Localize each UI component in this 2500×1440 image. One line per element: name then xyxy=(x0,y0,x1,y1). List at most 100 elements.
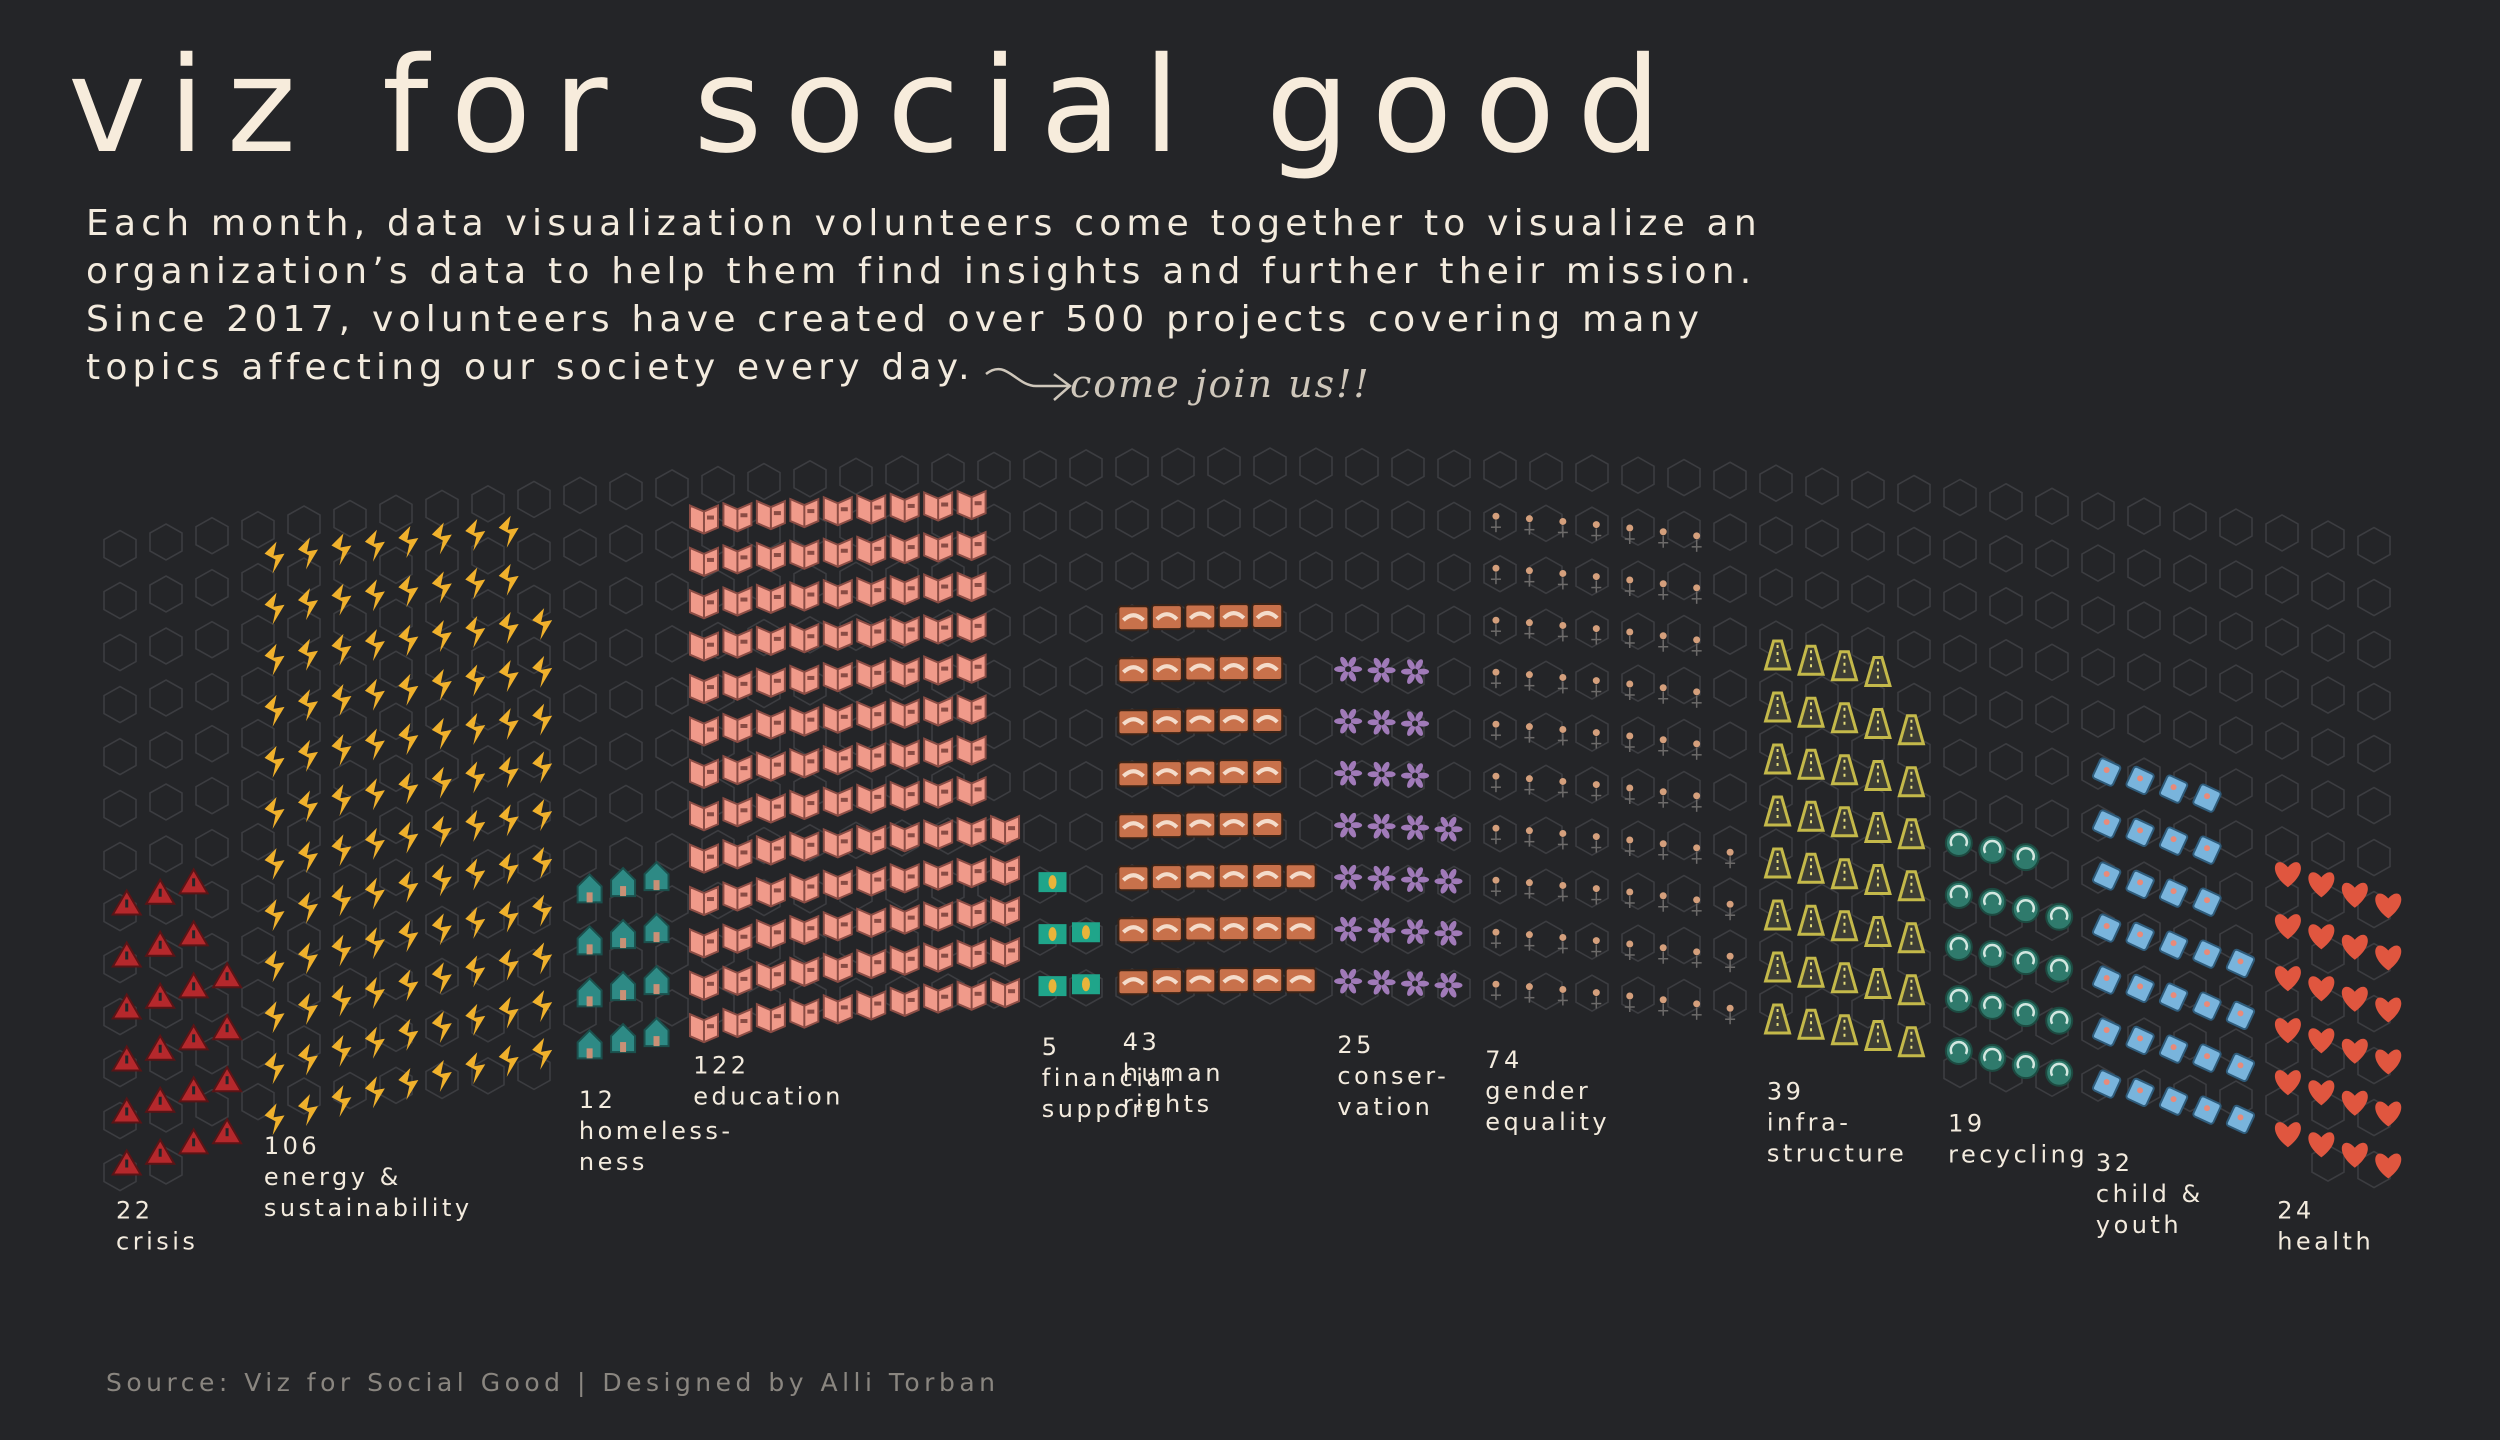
book-icon-mark xyxy=(789,747,820,779)
road-icon-mark xyxy=(1897,818,1926,850)
book-icon-mark xyxy=(789,914,820,946)
book-icon-mark xyxy=(856,535,887,566)
road-icon-mark xyxy=(1897,870,1926,902)
gender-symbol-icon-mark xyxy=(1490,928,1501,949)
lightning-bolt-icon-mark xyxy=(431,1060,452,1093)
child-icon-mark xyxy=(2125,973,2155,1004)
topic-name-label: structure xyxy=(1767,1140,1907,1168)
lightning-bolt-icon-mark xyxy=(532,990,553,1023)
lightning-bolt-icon-mark xyxy=(264,848,285,881)
house-icon-mark xyxy=(610,970,637,1002)
lightning-bolt-icon-mark xyxy=(498,563,519,596)
lightning-bolt-icon-mark xyxy=(398,772,419,805)
gender-symbol-icon-mark xyxy=(1591,573,1602,593)
lightning-bolt-icon-mark xyxy=(297,689,318,722)
recycle-icon-mark xyxy=(2045,954,2074,983)
house-icon-mark xyxy=(643,1016,670,1048)
gender-symbol-icon-mark xyxy=(1557,985,1568,1006)
gender-symbol-icon-mark xyxy=(1658,580,1669,600)
lightning-bolt-icon-mark xyxy=(532,751,553,784)
book-icon-mark xyxy=(688,588,719,620)
gender-symbol-icon-mark xyxy=(1658,944,1669,964)
book-icon-mark xyxy=(822,952,853,983)
gender-symbol-icon-mark xyxy=(1490,772,1501,793)
lightning-bolt-icon-mark xyxy=(331,734,352,767)
warning-icon-mark xyxy=(110,1096,143,1124)
topic-icon-marks xyxy=(110,489,2402,1179)
heart-icon-mark xyxy=(2375,997,2402,1023)
child-icon-mark xyxy=(2158,826,2189,856)
page-subtitle: Each month, data visualization volunteer… xyxy=(86,203,1762,388)
road-icon-mark xyxy=(1763,847,1792,879)
lightning-bolt-icon-mark xyxy=(532,846,553,879)
gender-symbol-icon-mark xyxy=(1524,671,1535,691)
book-icon-mark xyxy=(889,698,920,729)
topic-name-label: equality xyxy=(1485,1108,1610,1136)
warning-icon-mark xyxy=(177,867,210,895)
curved-arrow-icon xyxy=(985,367,1072,401)
topic-count-label: 106 xyxy=(264,1132,320,1160)
gender-symbol-icon-mark xyxy=(1658,892,1669,912)
book-icon-mark xyxy=(856,866,887,897)
gender-symbol-icon-mark xyxy=(1691,740,1702,760)
handshake-icon-mark xyxy=(1217,655,1250,682)
recycle-icon-mark xyxy=(2011,999,2040,1028)
heart-icon-mark xyxy=(2341,882,2368,908)
road-icon-mark xyxy=(1763,951,1792,983)
lightning-bolt-icon-mark xyxy=(331,533,352,566)
book-icon-mark xyxy=(923,860,954,891)
handshake-icon-mark xyxy=(1150,864,1183,891)
lightning-bolt-icon-mark xyxy=(398,1018,419,1051)
topic-name-label: human xyxy=(1123,1059,1224,1087)
book-icon-mark xyxy=(789,789,820,821)
child-icon-mark xyxy=(2158,930,2189,960)
topic-group-energy-sustainability xyxy=(264,515,553,1136)
lightning-bolt-icon-mark xyxy=(398,624,419,657)
book-icon-mark xyxy=(856,576,887,608)
book-icon-mark xyxy=(789,581,820,612)
child-icon-mark xyxy=(2092,1017,2122,1047)
handshake-icon-mark xyxy=(1184,863,1217,890)
book-icon-mark xyxy=(688,800,719,832)
flower-icon-mark xyxy=(1434,972,1463,998)
lightning-bolt-icon-mark xyxy=(532,942,553,975)
book-icon-mark xyxy=(956,653,987,684)
gender-symbol-icon-mark xyxy=(1490,980,1501,1001)
heart-icon-mark xyxy=(2274,966,2301,992)
money-icon-mark xyxy=(1038,924,1067,945)
child-icon-mark xyxy=(2158,1086,2189,1116)
handshake-icon-mark xyxy=(1117,917,1150,944)
lightning-bolt-icon-mark xyxy=(364,728,385,761)
lightning-bolt-icon-mark xyxy=(431,717,452,750)
topic-group-conservation xyxy=(1334,656,1463,998)
lightning-bolt-icon-mark xyxy=(264,899,285,932)
lightning-bolt-icon-mark xyxy=(364,977,385,1010)
road-icon-mark xyxy=(1863,656,1892,688)
flower-icon-mark xyxy=(1367,657,1396,683)
gender-symbol-icon-mark xyxy=(1658,528,1669,548)
heart-icon-mark xyxy=(2274,1122,2301,1148)
recycle-icon-mark xyxy=(1944,932,1973,961)
lightning-bolt-icon-mark xyxy=(364,927,385,960)
lightning-bolt-icon-mark xyxy=(364,827,385,860)
book-icon-mark xyxy=(722,543,753,575)
book-icon-mark xyxy=(755,667,786,698)
handshake-icon-mark xyxy=(1217,863,1250,890)
book-icon-mark xyxy=(856,948,887,980)
gender-symbol-icon-mark xyxy=(1557,569,1568,590)
road-icon-mark xyxy=(1863,916,1892,948)
book-icon-mark xyxy=(688,715,719,747)
lightning-bolt-icon-mark xyxy=(465,858,486,891)
lightning-bolt-icon-mark xyxy=(465,664,486,697)
lightning-bolt-icon-mark xyxy=(364,678,385,711)
heart-icon-mark xyxy=(2308,924,2335,950)
heart-icon-mark xyxy=(2375,945,2402,971)
book-icon-mark xyxy=(722,923,753,954)
flower-icon-mark xyxy=(1334,812,1363,838)
road-icon-mark xyxy=(1763,639,1792,671)
topic-count-label: 19 xyxy=(1948,1109,1986,1137)
lightning-bolt-icon-mark xyxy=(297,891,318,924)
book-icon-mark xyxy=(688,885,719,917)
road-icon-mark xyxy=(1897,1026,1926,1058)
topic-name-label: support xyxy=(1042,1095,1159,1123)
